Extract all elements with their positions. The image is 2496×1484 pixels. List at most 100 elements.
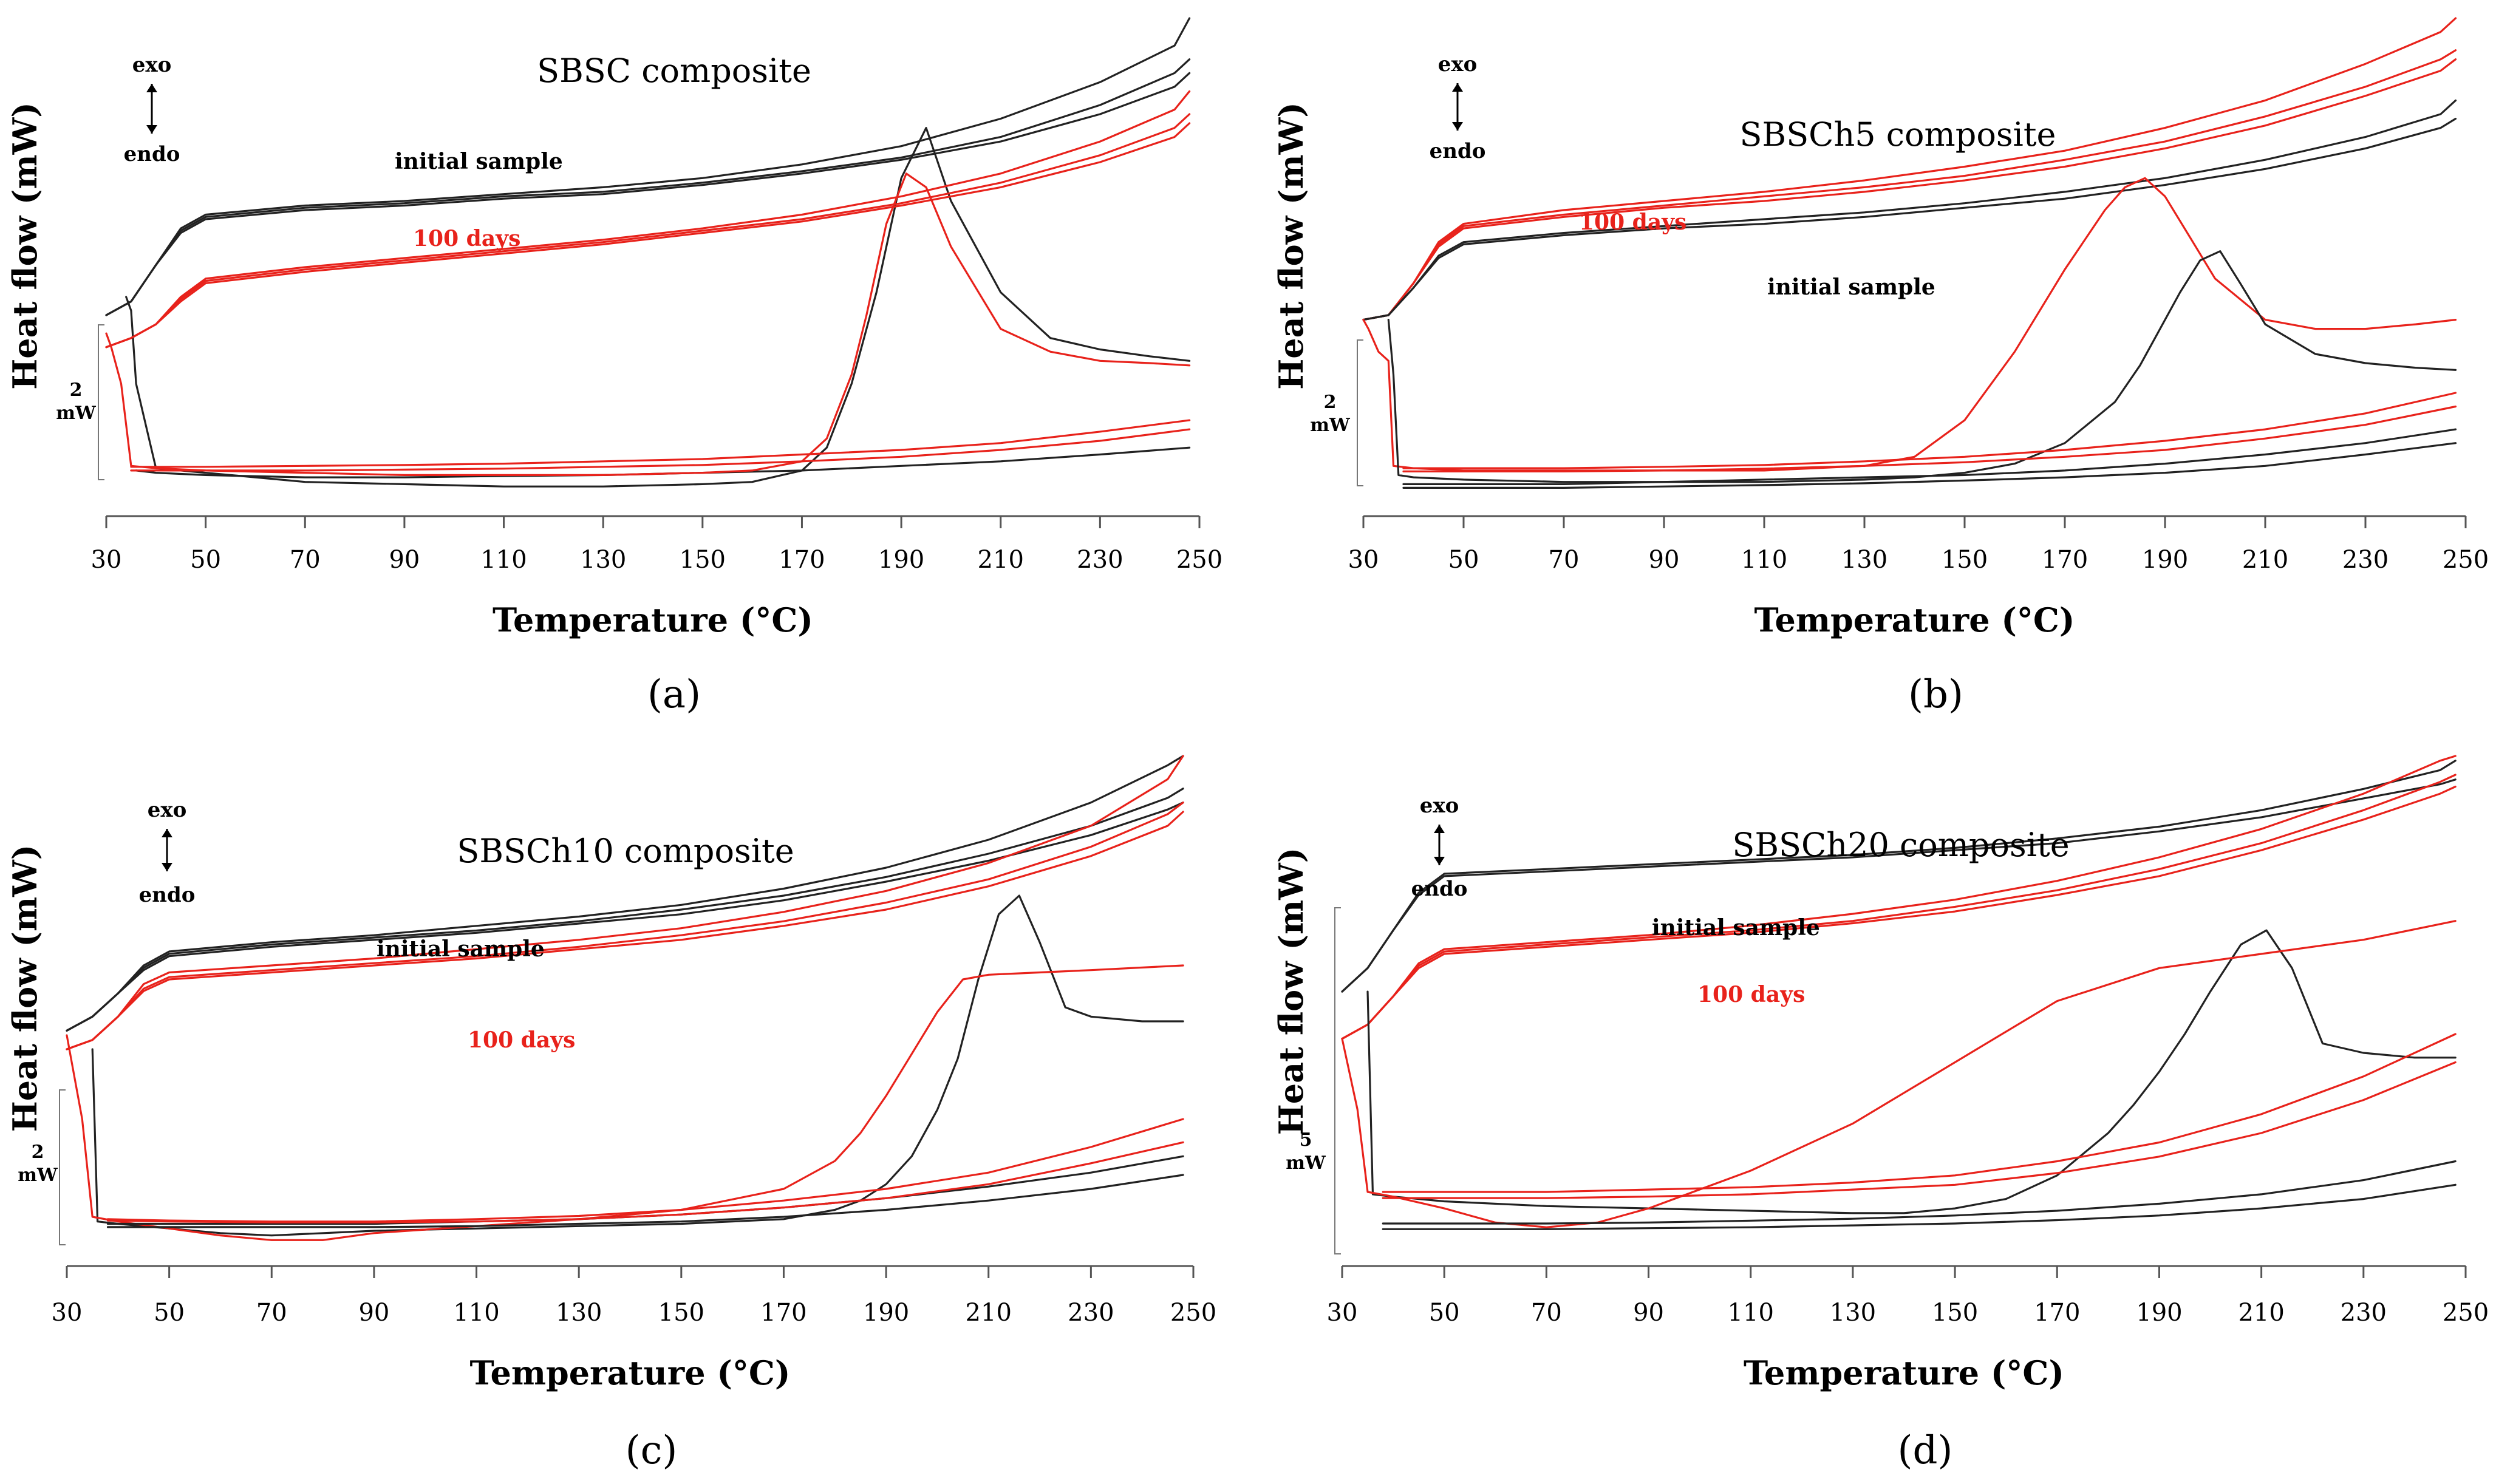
- curve-annotation: 100 days: [468, 1027, 575, 1053]
- arrow-down-head: [1452, 122, 1463, 131]
- arrow-down-head: [1434, 857, 1445, 865]
- curve-8: [105, 172, 1191, 477]
- x-tick-label: 50: [1448, 546, 1479, 574]
- x-axis-label: Temperature (°C): [1744, 1353, 2064, 1392]
- x-tick-label: 70: [256, 1299, 287, 1327]
- y-axis-label: Heat flow (mW): [5, 102, 44, 390]
- curve-4: [1362, 117, 2457, 321]
- curve-7: [105, 122, 1191, 349]
- x-tick-label: 170: [779, 546, 825, 574]
- x-tick-label: 30: [1327, 1299, 1358, 1327]
- x-tick-label: 110: [480, 546, 527, 574]
- curve-6: [105, 113, 1191, 349]
- x-tick-label: 30: [52, 1299, 83, 1327]
- curve-2: [105, 72, 1191, 316]
- scale-bar-unit: mW: [56, 403, 97, 424]
- panel-label: (a): [647, 672, 701, 717]
- arrow-down-head: [162, 863, 172, 871]
- scale-bar: [98, 324, 104, 480]
- x-tick-label: 190: [863, 1299, 909, 1327]
- endo-label: endo: [124, 142, 180, 166]
- x-tick-label: 230: [2342, 546, 2389, 574]
- curve-9: [106, 1174, 1184, 1228]
- curve-7: [1382, 1033, 2457, 1193]
- endo-label: endo: [1411, 877, 1468, 901]
- curve-4: [1341, 785, 2457, 1040]
- arrow-up-head: [1452, 83, 1463, 92]
- curve-2: [1341, 755, 2457, 1040]
- curve-10: [130, 428, 1191, 472]
- curve-2: [66, 802, 1184, 1032]
- x-tick-label: 110: [453, 1299, 499, 1327]
- curve-annotation: 100 days: [1579, 209, 1686, 235]
- x-tick-label: 30: [91, 546, 122, 574]
- curve-9: [1382, 1160, 2457, 1225]
- x-tick-label: 110: [1728, 1299, 1774, 1327]
- scale-bar-unit: mW: [18, 1165, 58, 1186]
- x-tick-label: 90: [358, 1299, 389, 1327]
- curve-7: [1402, 392, 2457, 469]
- chart-title: SBSC composite: [537, 52, 811, 90]
- exo-label: exo: [148, 798, 187, 822]
- arrow-up-head: [146, 84, 157, 92]
- chart-title: SBSCh10 composite: [457, 832, 794, 870]
- curve-annotation: initial sample: [377, 936, 545, 962]
- curve-0: [1341, 760, 2457, 993]
- scale-bar: [1334, 907, 1341, 1254]
- panel-label: (c): [626, 1428, 678, 1473]
- x-tick-label: 90: [1649, 546, 1680, 574]
- x-tick-label: 170: [2034, 1299, 2080, 1327]
- x-tick-label: 210: [2242, 546, 2288, 574]
- panel-label: (b): [1908, 672, 1963, 717]
- x-tick-label: 30: [1348, 546, 1379, 574]
- x-tick-label: 190: [878, 546, 924, 574]
- curve-7: [66, 964, 1184, 1241]
- x-axis-label: Temperature (°C): [493, 601, 813, 639]
- curve-annotation: initial sample: [1767, 274, 1935, 300]
- scale-bar-value: 5: [1300, 1129, 1312, 1151]
- x-tick-label: 190: [2136, 1299, 2182, 1327]
- x-tick-label: 250: [1170, 1299, 1216, 1327]
- curve-3: [125, 127, 1191, 488]
- curve-6: [1387, 250, 2457, 483]
- panel-b: 30 50 70 90 110 130 150 170 190 210 230 250 Temperat…: [1272, 17, 2489, 717]
- x-tick-label: 210: [978, 546, 1024, 574]
- x-tick-label: 190: [2142, 546, 2188, 574]
- curve-10: [106, 1118, 1184, 1223]
- curve-annotation: 100 days: [413, 226, 520, 251]
- arrow-up-head: [1434, 825, 1445, 833]
- panel-a: 30 50 70 90 110 130 150 170 190 210 230 250 Temperat…: [5, 17, 1222, 717]
- x-tick-label: 130: [1830, 1299, 1876, 1327]
- curve-5: [105, 90, 1191, 349]
- curve-annotation: initial sample: [395, 149, 563, 174]
- curve-annotation: initial sample: [1652, 915, 1820, 941]
- panel-c: 30 50 70 90 110 130 150 170 190 210 230 250 Temperat…: [5, 755, 1216, 1473]
- scale-bar-unit: mW: [1286, 1152, 1326, 1174]
- curve-2: [1362, 58, 2457, 321]
- x-tick-label: 210: [2238, 1299, 2284, 1327]
- scale-bar: [59, 1089, 66, 1245]
- x-tick-label: 170: [760, 1299, 806, 1327]
- y-axis-label: Heat flow (mW): [1272, 848, 1311, 1135]
- curve-5: [66, 811, 1184, 1050]
- curve-11: [106, 1141, 1184, 1224]
- arrow-up-head: [162, 829, 172, 837]
- x-tick-label: 170: [2042, 546, 2088, 574]
- curve-5: [1362, 177, 2457, 472]
- x-tick-label: 250: [1176, 546, 1222, 574]
- x-tick-label: 130: [1841, 546, 1887, 574]
- y-axis-label: Heat flow (mW): [1272, 102, 1311, 390]
- curve-6: [1341, 920, 2457, 1228]
- arrow-down-head: [146, 125, 157, 134]
- x-tick-label: 250: [2443, 1299, 2489, 1327]
- exo-label: exo: [1438, 52, 1478, 77]
- x-tick-label: 130: [556, 1299, 602, 1327]
- x-tick-label: 230: [1068, 1299, 1114, 1327]
- exo-label: exo: [1420, 794, 1459, 818]
- x-axis-label: Temperature (°C): [1754, 601, 2075, 639]
- x-tick-label: 90: [389, 546, 420, 574]
- x-tick-label: 110: [1741, 546, 1787, 574]
- curve-8: [1402, 405, 2457, 473]
- x-tick-label: 50: [190, 546, 221, 574]
- curve-3: [66, 755, 1184, 1050]
